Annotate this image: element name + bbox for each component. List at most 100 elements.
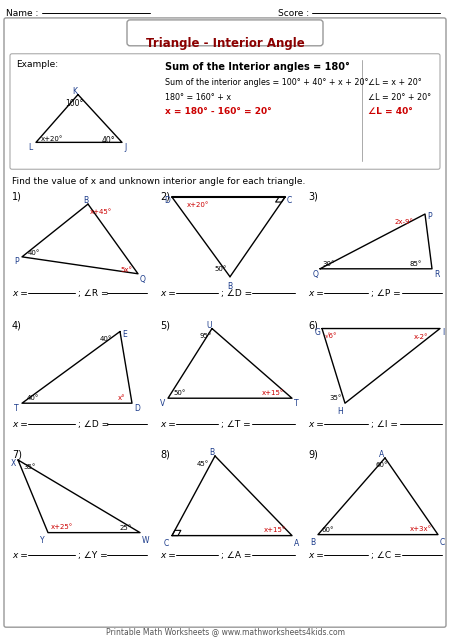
Text: K: K: [72, 87, 77, 96]
Text: 180° = 160° + x: 180° = 160° + x: [165, 93, 231, 101]
Text: x =: x =: [12, 551, 28, 560]
Text: C: C: [287, 196, 292, 205]
Text: x+25°: x+25°: [51, 524, 73, 530]
Text: 100°: 100°: [65, 98, 83, 108]
Text: x =: x =: [160, 551, 176, 560]
Text: 95°: 95°: [200, 332, 212, 339]
Text: E: E: [122, 329, 127, 339]
Text: 40°: 40°: [28, 250, 40, 256]
Text: x =: x =: [308, 289, 324, 298]
Text: Sum of the interior angles = 100° + 40° + x + 20°: Sum of the interior angles = 100° + 40° …: [165, 78, 369, 87]
Text: 2): 2): [160, 191, 170, 201]
Text: C: C: [440, 538, 445, 547]
Text: 6): 6): [308, 320, 318, 330]
Text: ∠L = 40°: ∠L = 40°: [368, 107, 413, 115]
Text: x =: x =: [12, 289, 28, 298]
Text: x-2°: x-2°: [414, 334, 428, 339]
Text: ; ∠R =: ; ∠R =: [78, 289, 108, 298]
Text: B: B: [227, 282, 232, 291]
Text: Example:: Example:: [16, 60, 58, 69]
Text: 3): 3): [308, 191, 318, 201]
Text: R: R: [434, 270, 439, 279]
Text: B: B: [83, 196, 89, 205]
Text: 35°: 35°: [329, 395, 342, 401]
Text: ; ∠D =: ; ∠D =: [78, 420, 109, 429]
Text: H: H: [337, 407, 343, 416]
Text: 30°: 30°: [322, 261, 334, 267]
Text: Name :: Name :: [6, 9, 38, 18]
Text: x+15°: x+15°: [262, 390, 284, 396]
Text: Printable Math Worksheets @ www.mathworksheets4kids.com: Printable Math Worksheets @ www.mathwork…: [105, 627, 345, 636]
Text: ; ∠Y =: ; ∠Y =: [78, 551, 108, 560]
Text: x+3x°: x+3x°: [410, 526, 432, 531]
Text: Q: Q: [313, 270, 319, 279]
Text: 5x°: 5x°: [120, 267, 132, 273]
Text: x =: x =: [308, 551, 324, 560]
Text: 85°: 85°: [410, 261, 423, 267]
Text: D: D: [164, 196, 170, 205]
Text: 1): 1): [12, 191, 22, 201]
Text: T: T: [294, 399, 299, 408]
Text: 45°: 45°: [197, 461, 209, 467]
Text: A: A: [294, 538, 299, 547]
Text: 60°: 60°: [375, 462, 387, 468]
Text: A: A: [379, 450, 385, 459]
Text: V: V: [160, 399, 165, 408]
Text: x°: x°: [118, 395, 126, 401]
Text: 25°: 25°: [120, 524, 132, 531]
Text: C: C: [164, 538, 169, 547]
Text: ∠L = x + 20°: ∠L = x + 20°: [368, 78, 422, 87]
Text: ; ∠I =: ; ∠I =: [371, 420, 398, 429]
Text: x =: x =: [12, 420, 28, 429]
Text: 35°: 35°: [23, 464, 36, 470]
Text: 8): 8): [160, 450, 170, 460]
FancyBboxPatch shape: [4, 18, 446, 627]
Text: x = 180° - 160° = 20°: x = 180° - 160° = 20°: [165, 107, 272, 115]
Text: x+15°: x+15°: [264, 526, 286, 533]
Text: x+20°: x+20°: [187, 202, 209, 208]
Text: U: U: [206, 320, 212, 330]
Text: ; ∠D =: ; ∠D =: [221, 289, 252, 298]
Text: x =: x =: [308, 420, 324, 429]
Text: 50°: 50°: [173, 390, 185, 396]
FancyBboxPatch shape: [10, 54, 440, 169]
Text: P: P: [427, 212, 432, 221]
FancyBboxPatch shape: [127, 20, 323, 46]
Text: x+45°: x+45°: [90, 209, 112, 215]
Text: J: J: [124, 144, 126, 152]
Text: x =: x =: [160, 420, 176, 429]
Text: 4): 4): [12, 320, 22, 330]
Text: B: B: [310, 538, 315, 547]
Text: 9): 9): [308, 450, 318, 460]
Text: I: I: [442, 327, 444, 336]
Text: Sum of the Interior angles = 180°: Sum of the Interior angles = 180°: [165, 62, 350, 72]
Text: Q: Q: [140, 275, 146, 284]
Text: Score :: Score :: [278, 9, 309, 18]
Text: 40°: 40°: [100, 336, 112, 343]
Text: B: B: [209, 448, 215, 457]
Text: 40°: 40°: [102, 137, 116, 145]
Text: x+20°: x+20°: [41, 137, 63, 142]
Text: √6°: √6°: [325, 334, 338, 339]
Text: P: P: [14, 257, 18, 266]
Text: Find the value of x and unknown interior angle for each triangle.: Find the value of x and unknown interior…: [12, 177, 306, 186]
Text: W: W: [142, 536, 149, 545]
Text: 60°: 60°: [322, 526, 334, 533]
Text: 40°: 40°: [27, 395, 40, 401]
Text: L: L: [28, 144, 32, 152]
Text: T: T: [14, 404, 18, 413]
Text: X: X: [11, 459, 16, 468]
Text: 5): 5): [160, 320, 170, 330]
Text: G: G: [315, 327, 321, 336]
Text: 50°: 50°: [214, 266, 226, 272]
Text: 2x-9°: 2x-9°: [395, 219, 414, 225]
Text: x =: x =: [160, 289, 176, 298]
Text: ∠L = 20° + 20°: ∠L = 20° + 20°: [368, 93, 431, 101]
Text: ; ∠A =: ; ∠A =: [221, 551, 252, 560]
Text: D: D: [134, 404, 140, 413]
Text: ; ∠C =: ; ∠C =: [371, 551, 401, 560]
Text: 7): 7): [12, 450, 22, 460]
Text: Triangle - Interior Angle: Triangle - Interior Angle: [146, 37, 304, 50]
Text: ; ∠T =: ; ∠T =: [221, 420, 251, 429]
Text: ; ∠P =: ; ∠P =: [371, 289, 400, 298]
